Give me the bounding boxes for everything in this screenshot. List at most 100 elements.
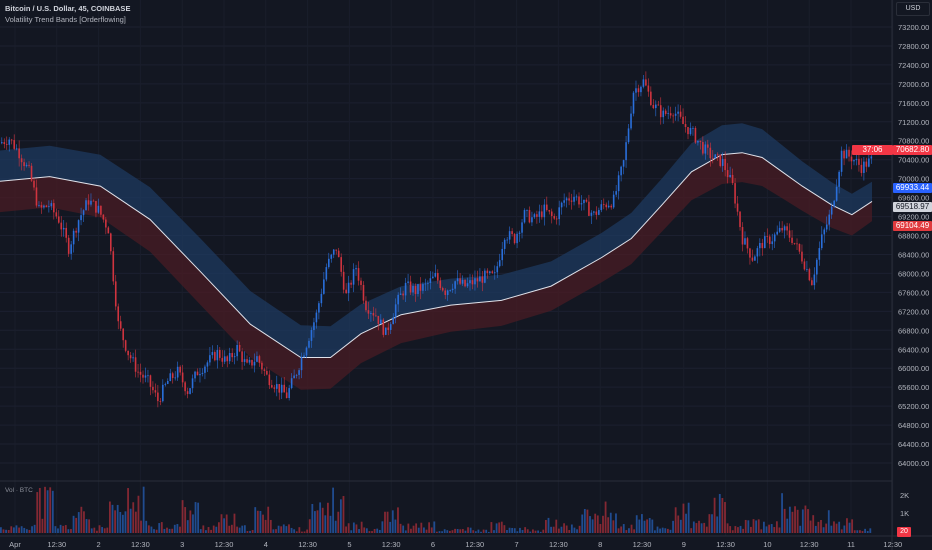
volume-bar xyxy=(487,531,490,533)
candle-body xyxy=(481,276,484,283)
candle-body xyxy=(112,251,115,282)
candle-body xyxy=(70,244,72,254)
volume-bar xyxy=(822,527,825,533)
volume-bar xyxy=(843,525,846,533)
candle-body xyxy=(409,281,412,293)
candle-body xyxy=(503,239,506,249)
candle-body xyxy=(778,227,781,232)
volume-bar xyxy=(142,486,145,533)
volume-bar xyxy=(277,525,280,533)
candle-body xyxy=(850,156,853,162)
price-tick: 68800.00 xyxy=(898,232,929,241)
indicator-title[interactable]: Volatility Trend Bands [Orderflowing] xyxy=(5,15,126,24)
candle-body xyxy=(347,282,350,294)
candle-body xyxy=(189,388,191,394)
volume-bar xyxy=(799,525,802,533)
candle-body xyxy=(845,149,848,159)
candle-body xyxy=(169,373,172,382)
volume-bar xyxy=(791,511,794,533)
candle-body xyxy=(157,392,159,402)
volume-bar xyxy=(659,528,661,533)
volume-bar xyxy=(827,510,830,533)
volume-bar xyxy=(199,529,202,533)
time-axis[interactable]: Apr 12:30 2 12:30 3 12:30 4 12:30 5 12:30 6 12:30 7 1… xyxy=(9,540,902,549)
candle-body xyxy=(560,202,563,208)
candle-body xyxy=(498,260,501,267)
volume-bar xyxy=(583,509,586,533)
candle-body xyxy=(122,328,124,341)
candle-body xyxy=(830,206,833,215)
volume-bar xyxy=(550,526,552,533)
candle-body xyxy=(278,384,281,393)
candle-body xyxy=(30,165,33,181)
candle-body xyxy=(199,374,201,376)
time-tick: 12:30 xyxy=(465,540,484,549)
volume-bar xyxy=(804,505,807,533)
candle-body xyxy=(659,105,662,118)
candle-body xyxy=(855,158,858,161)
volume-bar xyxy=(615,513,617,533)
candle-body xyxy=(310,330,313,341)
volume-bar xyxy=(511,527,514,533)
price-tick: 68000.00 xyxy=(898,269,929,278)
candle-body xyxy=(223,356,226,362)
volume-bar xyxy=(49,487,52,533)
volume-bar xyxy=(339,499,342,533)
time-tick: 8 xyxy=(598,540,602,549)
candle-body xyxy=(216,350,219,361)
volume-bar xyxy=(778,527,781,533)
volume-bar xyxy=(516,531,519,533)
price-tick: 69600.00 xyxy=(898,194,929,203)
candle-body xyxy=(471,280,474,285)
candle-body xyxy=(806,269,808,270)
candle-body xyxy=(543,204,546,218)
candle-body xyxy=(511,231,513,235)
candle-body xyxy=(352,269,355,285)
volume-bar xyxy=(44,486,46,533)
volume-bar xyxy=(134,511,137,533)
candle-body xyxy=(251,359,253,366)
candle-body xyxy=(328,258,330,268)
candle-body xyxy=(80,215,82,221)
time-tick: Apr xyxy=(9,540,21,549)
candle-body xyxy=(697,140,699,143)
candle-body xyxy=(166,381,169,384)
volume-bar xyxy=(360,521,363,533)
candle-body xyxy=(598,210,600,215)
candle-body xyxy=(142,374,144,378)
symbol-title[interactable]: Bitcoin / U.S. Dollar, 45, COINBASE xyxy=(5,4,131,13)
time-tick: 6 xyxy=(431,540,435,549)
candle-body xyxy=(424,283,427,285)
candle-body xyxy=(521,222,523,233)
volume-bar xyxy=(840,529,843,533)
candle-body xyxy=(162,384,164,402)
volume-bar xyxy=(568,530,571,533)
volume-bar xyxy=(275,529,277,533)
candle-body xyxy=(124,340,127,351)
candle-body xyxy=(33,180,35,188)
candle-body xyxy=(828,214,831,225)
volume-bar xyxy=(410,528,412,533)
candle-body xyxy=(682,116,684,125)
candle-body xyxy=(362,284,365,301)
volume-bar xyxy=(703,522,706,533)
price-tick: 64000.00 xyxy=(898,459,929,468)
lower-band-fill xyxy=(0,152,872,390)
candle-body xyxy=(771,241,774,245)
candle-body xyxy=(709,147,712,159)
time-tick: 11 xyxy=(847,540,855,549)
volume-bar xyxy=(75,517,78,533)
candle-body xyxy=(313,322,315,331)
candle-body xyxy=(617,175,620,192)
volume-label[interactable]: Vol · BTC xyxy=(5,487,33,494)
price-axis[interactable]: 73200.00 72800.00 72400.00 72000.00 71600.00… xyxy=(898,23,929,468)
volume-bar xyxy=(31,526,33,533)
currency-button[interactable]: USD xyxy=(896,2,930,16)
candle-body xyxy=(838,171,840,187)
price-tick: 70000.00 xyxy=(898,175,929,184)
volume-bar xyxy=(85,519,88,533)
volume-bar xyxy=(459,529,462,533)
volume-bar xyxy=(869,528,872,533)
candle-body xyxy=(127,350,129,356)
